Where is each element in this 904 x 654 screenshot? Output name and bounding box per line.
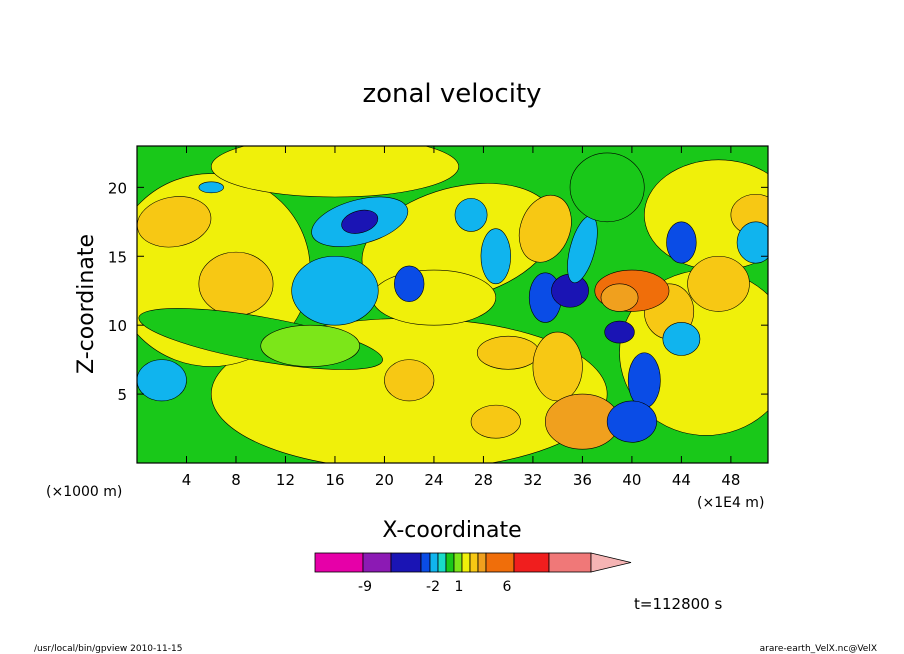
colorbar-segment	[445, 552, 455, 573]
velocity-field-layer	[137, 146, 768, 463]
x-tick-label: 24	[424, 471, 443, 489]
y-tick-label: 5	[117, 386, 127, 404]
field-contour	[454, 198, 488, 232]
colorbar-segment	[477, 552, 487, 573]
x-tick-label: 48	[721, 471, 740, 489]
x-tick-label: 28	[474, 471, 493, 489]
colorbar-segment	[437, 552, 447, 573]
colorbar-segment	[314, 552, 364, 573]
plot-area	[137, 146, 768, 463]
field-contour	[470, 404, 521, 439]
field-contour	[643, 159, 768, 271]
y-axis-label: Z-coordinate	[74, 234, 99, 374]
field-contour	[662, 322, 701, 356]
x-units-note: (×1000 m)	[46, 484, 122, 500]
x-tick-label: 36	[573, 471, 592, 489]
footer-right: arare-earth_VelX.nc@VelX	[760, 644, 877, 654]
x-scale-note: (×1E4 m)	[697, 495, 764, 511]
field-contour	[666, 221, 697, 264]
y-tick-label: 20	[108, 179, 127, 197]
field-contour	[532, 331, 583, 402]
field-contour	[604, 320, 635, 344]
x-tick-label: 4	[182, 471, 192, 489]
colorbar-segment	[513, 552, 550, 573]
field-contour	[480, 228, 511, 285]
colorbar-segment	[429, 552, 439, 573]
field-contour	[518, 194, 572, 263]
field-contour	[687, 255, 750, 312]
field-contour	[198, 181, 224, 194]
x-tick-label: 12	[276, 471, 295, 489]
field-contour	[394, 265, 425, 303]
colorbar-tick-label: 1	[455, 579, 464, 595]
x-axis: 4 8 12 16 20 24 28 32 36 40 44 48	[182, 146, 740, 489]
field-contour	[736, 221, 768, 264]
field-contour	[606, 400, 657, 443]
field-contour	[198, 251, 274, 316]
x-tick-label: 44	[672, 471, 691, 489]
field-contour	[600, 283, 639, 312]
colorbar-segment	[548, 552, 592, 573]
plot-frame	[136, 145, 769, 464]
x-tick-label: 32	[523, 471, 542, 489]
field-contour	[137, 359, 187, 402]
colorbar-segment	[469, 552, 479, 573]
field-contour	[371, 269, 497, 326]
colorbar-tick-label: -9	[358, 579, 372, 595]
field-contour	[210, 146, 459, 198]
x-tick-label: 16	[325, 471, 344, 489]
footer-left: /usr/local/bin/gpview 2010-11-15	[34, 644, 182, 654]
colorbar-tick-label: 6	[503, 579, 512, 595]
colorbar-segment	[453, 552, 463, 573]
x-tick-label: 40	[622, 471, 641, 489]
field-contour	[384, 359, 435, 402]
field-contour	[627, 352, 661, 409]
colorbar-extension	[590, 552, 632, 573]
field-contour	[260, 324, 361, 367]
colorbar: -9 -2 1 6	[314, 552, 632, 595]
colorbar-segment	[461, 552, 471, 573]
colorbar-segment	[420, 552, 431, 573]
y-tick-label: 15	[108, 248, 127, 266]
y-axis: 5 10 15 20	[108, 179, 768, 404]
chart-title: zonal velocity	[362, 79, 541, 109]
colorbar-tick-label: -2	[426, 579, 440, 595]
field-contour	[341, 209, 379, 234]
field-contour	[476, 335, 540, 370]
x-axis-label: X-coordinate	[382, 518, 521, 543]
y-tick-label: 10	[108, 317, 127, 335]
x-tick-label: 8	[231, 471, 241, 489]
field-contour	[291, 255, 379, 326]
field-contour	[569, 152, 645, 223]
colorbar-segment	[390, 552, 422, 573]
colorbar-segment	[485, 552, 515, 573]
x-tick-label: 20	[375, 471, 394, 489]
colorbar-segment	[362, 552, 392, 573]
time-annotation: t=112800 s	[634, 595, 722, 613]
